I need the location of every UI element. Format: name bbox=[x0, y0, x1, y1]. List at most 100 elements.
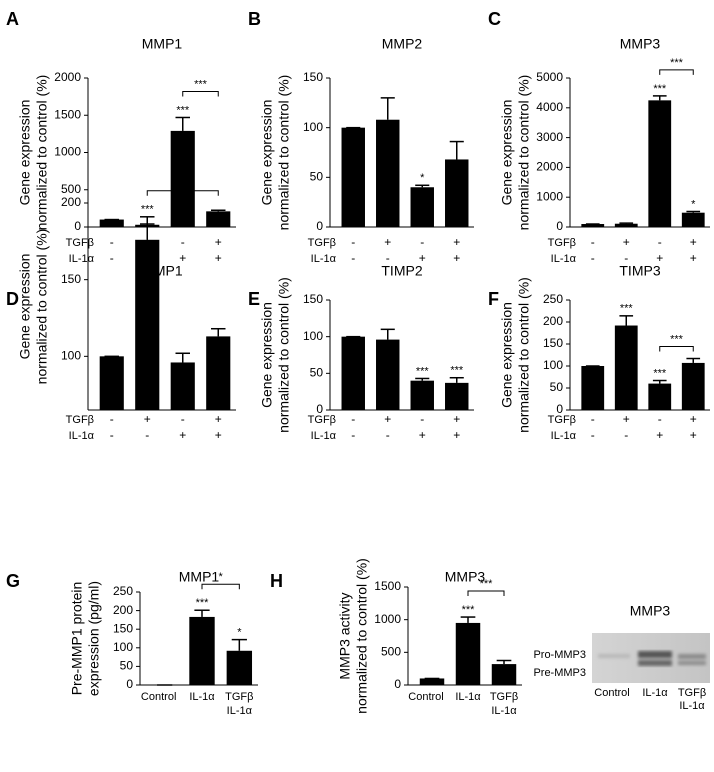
condition-sign: + bbox=[215, 428, 222, 442]
bar bbox=[455, 622, 481, 685]
condition-sign: - bbox=[591, 251, 595, 265]
condition-sign: - bbox=[110, 251, 114, 265]
y-axis-label: normalized to control (%) bbox=[34, 229, 50, 385]
bar bbox=[341, 127, 365, 227]
y-tick-label: 150 bbox=[303, 292, 323, 306]
comparison-label: *** bbox=[194, 78, 208, 90]
condition-sign: - bbox=[591, 428, 595, 442]
bar bbox=[614, 223, 638, 227]
chart-title: MMP1 bbox=[179, 569, 220, 585]
condition-label: IL-1α bbox=[551, 430, 577, 442]
condition-sign: + bbox=[623, 412, 630, 426]
y-tick-label: 1000 bbox=[374, 612, 401, 626]
y-tick-label: 0 bbox=[316, 402, 323, 416]
y-tick-label: 50 bbox=[550, 380, 564, 394]
comparison-bracket bbox=[201, 583, 240, 590]
condition-sign: - bbox=[145, 428, 149, 442]
y-axis-label: Gene expression bbox=[17, 254, 33, 360]
condition-label: TGFβ bbox=[548, 237, 576, 249]
comparison-label: * bbox=[219, 571, 224, 583]
condition-sign: + bbox=[656, 428, 663, 442]
condition-label: TGFβ bbox=[308, 237, 336, 249]
lane-label: Control bbox=[594, 687, 629, 699]
condition-sign: + bbox=[453, 428, 460, 442]
condition-sign: - bbox=[110, 412, 114, 426]
panel-letter: E bbox=[248, 289, 260, 309]
comparison-label: *** bbox=[176, 178, 190, 190]
y-tick-label: 4000 bbox=[536, 100, 563, 114]
x-tick-label: IL-1α bbox=[491, 705, 517, 717]
y-tick-label: 5000 bbox=[536, 70, 563, 84]
y-tick-label: 500 bbox=[381, 645, 401, 659]
condition-sign: + bbox=[384, 235, 391, 249]
panel-letter: G bbox=[6, 571, 20, 591]
y-axis-label: expression (pg/ml) bbox=[86, 581, 102, 696]
condition-sign: - bbox=[658, 412, 662, 426]
condition-sign: - bbox=[110, 235, 114, 249]
condition-sign: - bbox=[181, 235, 185, 249]
condition-sign: + bbox=[179, 428, 186, 442]
bar bbox=[419, 678, 445, 685]
bar bbox=[410, 187, 434, 227]
condition-sign: + bbox=[690, 412, 697, 426]
y-tick-label: 3000 bbox=[536, 130, 563, 144]
band-label: Pro-MMP3 bbox=[533, 649, 586, 661]
y-tick-label: 0 bbox=[556, 402, 563, 416]
y-axis-label: MMP3 activity bbox=[337, 592, 353, 679]
bar bbox=[681, 212, 705, 227]
y-axis-label: normalized to control (%) bbox=[34, 75, 50, 231]
panel-letter: B bbox=[248, 9, 261, 29]
bar bbox=[170, 130, 195, 227]
y-axis-label: normalized to control (%) bbox=[354, 558, 370, 714]
significance: * bbox=[237, 627, 242, 639]
y-tick-label: 200 bbox=[543, 314, 563, 328]
condition-sign: - bbox=[181, 412, 185, 426]
x-tick-label: Control bbox=[141, 691, 176, 703]
y-tick-label: 1000 bbox=[54, 145, 81, 159]
y-tick-label: 0 bbox=[126, 677, 133, 691]
y-tick-label: 150 bbox=[61, 272, 81, 286]
significance: *** bbox=[450, 365, 464, 377]
significance: *** bbox=[416, 365, 430, 377]
bar bbox=[206, 336, 231, 410]
condition-sign: + bbox=[690, 251, 697, 265]
condition-sign: - bbox=[386, 428, 390, 442]
y-axis-label: Pre-MMP1 protein bbox=[69, 582, 85, 696]
bar bbox=[648, 383, 672, 410]
y-axis-label: Gene expression bbox=[499, 100, 515, 206]
y-axis-label: normalized to control (%) bbox=[276, 75, 292, 231]
blot-panel: MMP3 Pro-MMP3 Pre-MMP3 bbox=[533, 603, 710, 683]
significance: *** bbox=[196, 597, 210, 609]
y-tick-label: 100 bbox=[303, 329, 323, 343]
y-tick-label: 100 bbox=[61, 349, 81, 363]
condition-sign: + bbox=[419, 428, 426, 442]
bar bbox=[376, 119, 400, 227]
bar bbox=[341, 336, 365, 410]
lane-label: IL-1α bbox=[642, 687, 668, 699]
significance: *** bbox=[620, 303, 634, 315]
panel-letter: H bbox=[270, 571, 283, 591]
blot-bands bbox=[598, 651, 706, 666]
panel-letter: D bbox=[6, 289, 19, 309]
y-tick-label: 50 bbox=[310, 170, 324, 184]
condition-label: TGFβ bbox=[66, 414, 94, 426]
y-tick-label: 200 bbox=[61, 195, 81, 209]
comparison-bracket bbox=[659, 346, 694, 352]
y-tick-label: 200 bbox=[113, 603, 133, 617]
significance: *** bbox=[176, 104, 190, 116]
y-tick-label: 50 bbox=[310, 366, 324, 380]
condition-sign: + bbox=[215, 412, 222, 426]
condition-sign: + bbox=[453, 251, 460, 265]
lane-label: IL-1α bbox=[679, 700, 705, 712]
y-tick-label: 150 bbox=[543, 336, 563, 350]
chart-title: TIMP2 bbox=[381, 263, 422, 279]
bar bbox=[170, 362, 195, 410]
y-tick-label: 2000 bbox=[54, 70, 81, 84]
condition-sign: + bbox=[453, 235, 460, 249]
condition-sign: - bbox=[624, 428, 628, 442]
y-axis-label: normalized to control (%) bbox=[516, 277, 532, 433]
comparison-bracket bbox=[467, 590, 505, 597]
x-tick-label: IL-1α bbox=[227, 705, 253, 717]
x-tick-label: TGFβ bbox=[490, 691, 518, 703]
blot-title: MMP3 bbox=[630, 603, 671, 619]
